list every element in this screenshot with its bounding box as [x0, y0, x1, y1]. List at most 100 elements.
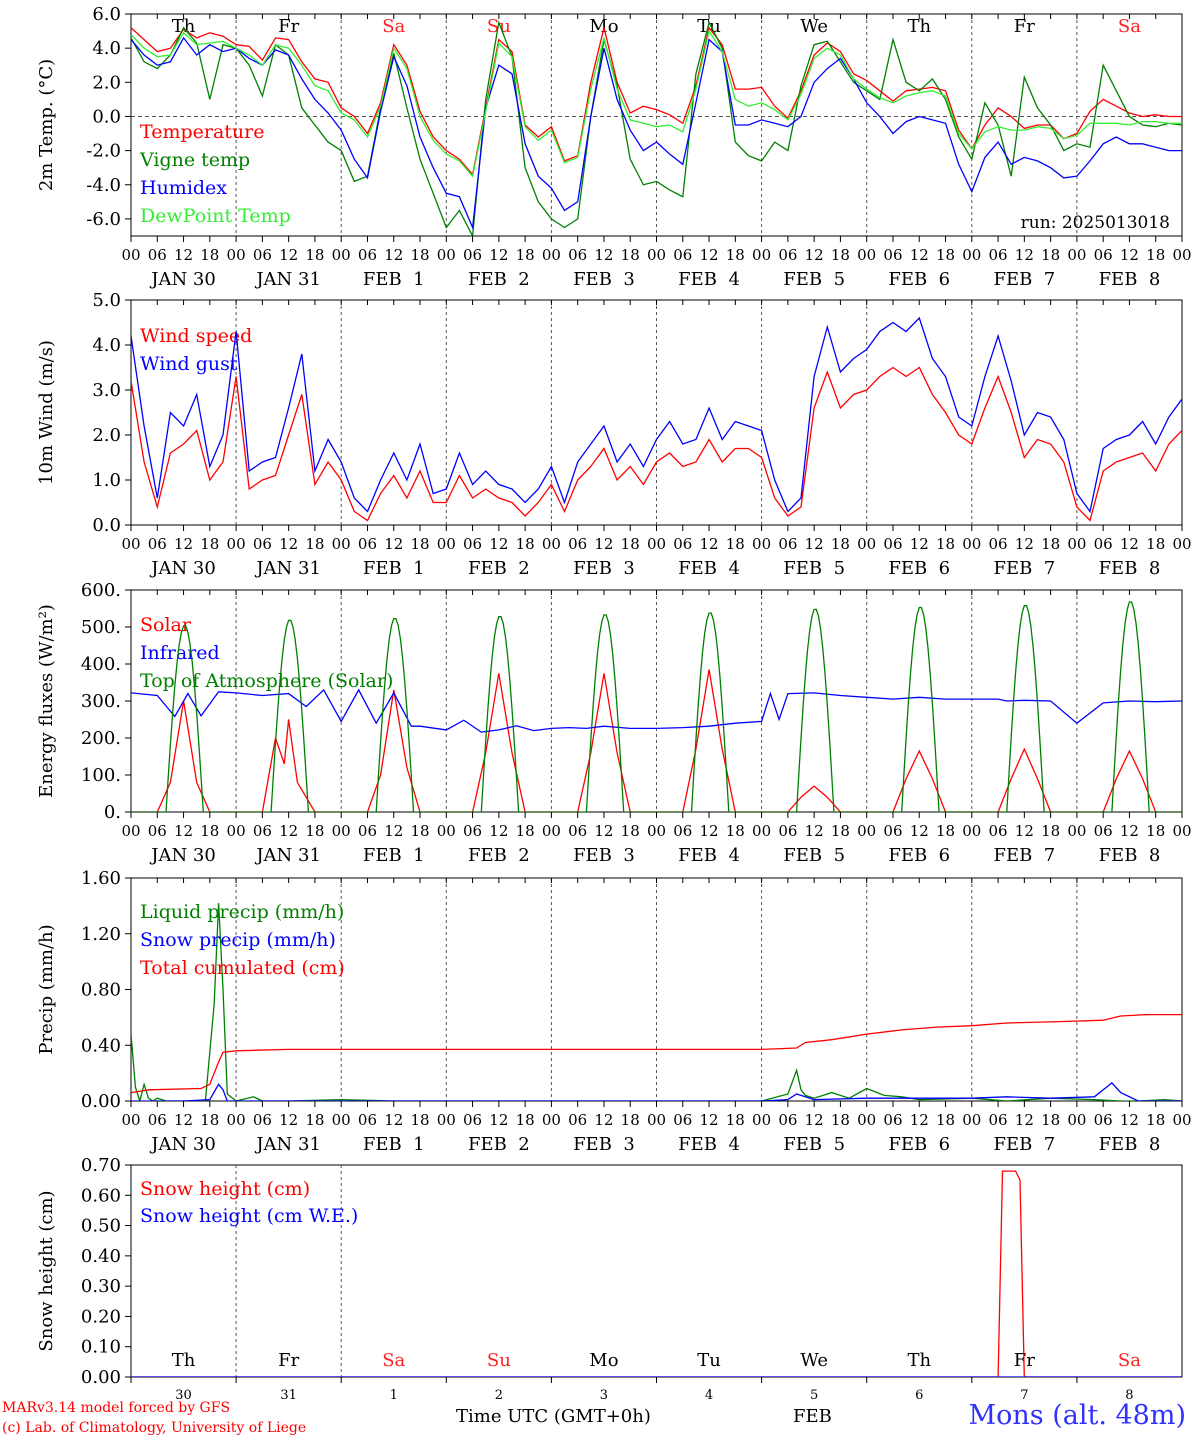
x-hour-label: 06	[568, 822, 587, 840]
weekday-label: Th	[907, 16, 931, 37]
series-snow-precip-mm-h	[131, 1082, 1182, 1101]
x-hour-label: 12	[384, 1111, 403, 1129]
x-hour-label: 06	[778, 1111, 797, 1129]
x-hour-label: 12	[805, 246, 824, 264]
x-hour-label: 12	[174, 246, 193, 264]
y-tick-label: 5.0	[92, 290, 121, 311]
x-hour-label: 00	[857, 1111, 876, 1129]
x-hour-label: 00	[1067, 1111, 1086, 1129]
x-day-number: 2	[495, 1388, 503, 1403]
x-hour-label: 00	[437, 535, 456, 553]
legend-entry: Solar	[140, 614, 192, 636]
x-hour-label: 06	[778, 535, 797, 553]
x-hour-label: 00	[227, 1111, 246, 1129]
x-hour-label: 18	[831, 246, 850, 264]
y-tick-label: 0.0	[92, 106, 121, 127]
x-hour-label: 18	[1041, 246, 1060, 264]
y-tick-label: 0.0	[92, 515, 121, 536]
x-hour-label: 12	[910, 822, 929, 840]
x-hour-label: 06	[989, 1111, 1008, 1129]
plot-frame	[130, 299, 1183, 526]
x-hour-label: 00	[332, 1111, 351, 1129]
x-date-label: FEB 3	[573, 1134, 635, 1155]
x-hour-label: 06	[568, 246, 587, 264]
y-tick-label: 4.0	[92, 335, 121, 356]
x-day-number: 5	[810, 1388, 818, 1403]
x-hour-label: 00	[121, 246, 140, 264]
y-tick-label: 6.0	[92, 4, 121, 25]
station-title: Mons (alt. 48m)	[968, 1400, 1186, 1431]
chart-panel-3: 600. 500. 400. 300. 200. 100. 0. Energy fluxes …	[36, 580, 1192, 866]
x-hour-label: 18	[200, 822, 219, 840]
x-day-number: 1	[390, 1388, 398, 1403]
xaxis-title: Time UTC (GMT+0h)	[456, 1406, 651, 1427]
x-hour-label: 18	[936, 246, 955, 264]
x-hour-label: 00	[332, 535, 351, 553]
legend-entry: Snow precip (mm/h)	[140, 929, 336, 951]
x-hour-label: 18	[305, 246, 324, 264]
x-hour-label: 18	[1146, 535, 1165, 553]
legend-entry: Snow height (cm W.E.)	[140, 1205, 358, 1227]
series-wind-gust	[131, 316, 1182, 514]
legend-entry: DewPoint Temp	[140, 205, 291, 227]
x-hour-label: 06	[568, 535, 587, 553]
x-hour-label: 00	[1172, 535, 1191, 553]
x-hour-label: 18	[621, 535, 640, 553]
model-credit: MARv3.14 model forced by GFS	[2, 1400, 231, 1416]
x-date-label: FEB 5	[783, 558, 845, 579]
x-hour-label: 06	[148, 822, 167, 840]
x-hour-label: 00	[437, 246, 456, 264]
weekday-label: Fr	[278, 16, 299, 37]
x-hour-label: 18	[410, 822, 429, 840]
x-date-label: FEB 6	[888, 558, 950, 579]
x-hour-label: 00	[857, 246, 876, 264]
x-hour-label: 18	[726, 1111, 745, 1129]
y-tick-label: 0.40	[81, 1246, 121, 1267]
x-hour-label: 12	[1015, 535, 1034, 553]
x-date-label: FEB 1	[363, 1134, 425, 1155]
x-hour-label: 06	[778, 822, 797, 840]
weekday-label: Tu	[697, 1350, 721, 1371]
chart-panel-5: 0.70 0.60 0.50 0.40 0.30 0.20 0.10 0.00 Snow hei…	[36, 1155, 1183, 1403]
x-hour-label: 12	[594, 822, 613, 840]
x-date-label: FEB 4	[678, 845, 740, 866]
x-hour-label: 00	[962, 822, 981, 840]
x-hour-label: 12	[174, 535, 193, 553]
x-hour-label: 06	[1094, 246, 1113, 264]
y-tick-label: 0.50	[81, 1216, 121, 1237]
x-hour-label: 12	[805, 535, 824, 553]
x-date-label: FEB 2	[468, 269, 530, 290]
x-hour-label: 12	[1015, 1111, 1034, 1129]
x-hour-label: 18	[1146, 822, 1165, 840]
weekday-label: Fr	[278, 1350, 299, 1371]
x-hour-label: 06	[358, 246, 377, 264]
x-hour-label: 18	[726, 246, 745, 264]
weekday-label: Sa	[1118, 1350, 1141, 1371]
x-hour-label: 12	[594, 535, 613, 553]
x-date-label: FEB 1	[363, 845, 425, 866]
x-day-number: 30	[175, 1388, 192, 1403]
series-top-of-atmosphere-solar	[131, 601, 1182, 812]
x-date-label: JAN 31	[254, 1134, 321, 1155]
x-hour-label: 12	[384, 246, 403, 264]
y-tick-label: 0.20	[81, 1306, 121, 1327]
x-hour-label: 06	[778, 246, 797, 264]
y-axis-label: Snow height (cm)	[36, 1190, 57, 1351]
x-hour-label: 00	[1172, 1111, 1191, 1129]
x-hour-label: 12	[594, 1111, 613, 1129]
x-hour-label: 00	[542, 535, 561, 553]
x-hour-label: 00	[647, 1111, 666, 1129]
x-hour-label: 00	[962, 1111, 981, 1129]
y-tick-label: 100.	[81, 765, 121, 786]
x-hour-label: 06	[1094, 822, 1113, 840]
x-hour-label: 12	[910, 1111, 929, 1129]
x-hour-label: 00	[752, 1111, 771, 1129]
x-hour-label: 06	[883, 535, 902, 553]
x-hour-label: 00	[121, 535, 140, 553]
x-hour-label: 06	[253, 535, 272, 553]
x-date-label: JAN 31	[254, 845, 321, 866]
x-hour-label: 00	[1067, 246, 1086, 264]
x-hour-label: 00	[332, 822, 351, 840]
x-hour-label: 18	[516, 535, 535, 553]
x-hour-label: 18	[831, 822, 850, 840]
